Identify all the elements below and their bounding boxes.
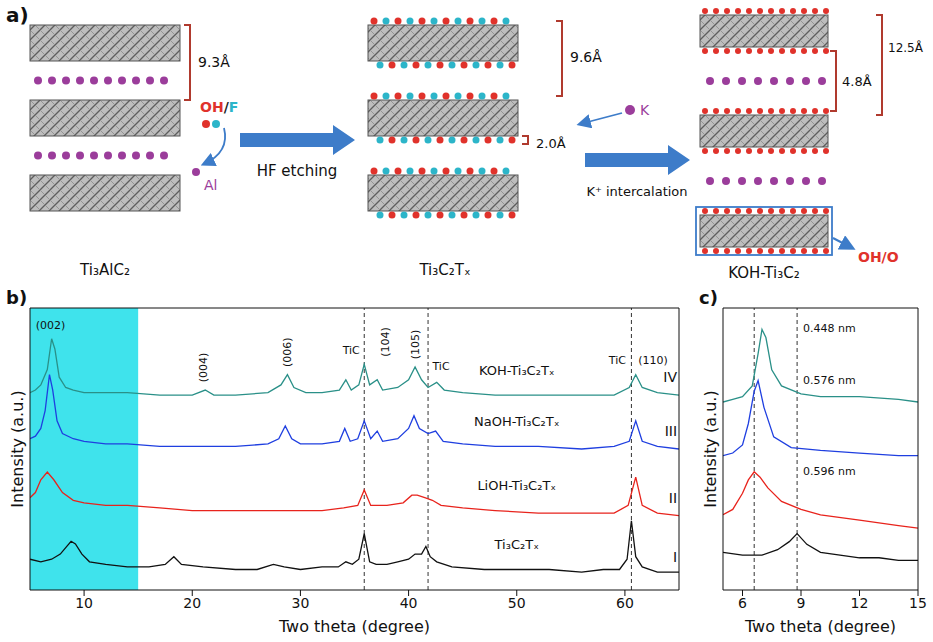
svg-text:KOH-Ti₃C₂Tₓ: KOH-Ti₃C₂Tₓ xyxy=(479,363,555,378)
svg-text:Intensity (a.u.): Intensity (a.u.) xyxy=(701,390,720,507)
svg-text:Ti₃AlC₂: Ti₃AlC₂ xyxy=(79,261,130,279)
svg-text:Ti₃C₂Tₓ: Ti₃C₂Tₓ xyxy=(418,261,470,279)
svg-text:I: I xyxy=(673,549,677,565)
svg-text:TiC: TiC xyxy=(608,354,626,367)
svg-text:12.5Å: 12.5Å xyxy=(888,40,924,55)
svg-text:0.448 nm: 0.448 nm xyxy=(803,322,856,335)
svg-text:2.0Å: 2.0Å xyxy=(536,136,566,151)
svg-text:0.576 nm: 0.576 nm xyxy=(803,374,856,387)
svg-text:a): a) xyxy=(6,3,29,27)
svg-text:(002): (002) xyxy=(36,319,66,332)
svg-text:Al: Al xyxy=(204,177,217,193)
svg-text:(004): (004) xyxy=(197,353,210,383)
svg-text:12: 12 xyxy=(851,595,869,611)
svg-text:15: 15 xyxy=(909,595,927,611)
svg-text:4.8Å: 4.8Å xyxy=(842,74,872,89)
svg-text:OH/O: OH/O xyxy=(858,249,899,265)
svg-text:6: 6 xyxy=(738,595,747,611)
svg-text:9: 9 xyxy=(797,595,806,611)
svg-text:II: II xyxy=(669,490,677,506)
svg-text:50: 50 xyxy=(508,595,526,611)
svg-text:TiC: TiC xyxy=(431,360,449,373)
svg-text:40: 40 xyxy=(400,595,418,611)
svg-text:(110): (110) xyxy=(638,354,668,367)
svg-text:Two theta (degree): Two theta (degree) xyxy=(278,617,430,636)
svg-text:OH/F: OH/F xyxy=(200,99,238,115)
svg-text:9.3Å: 9.3Å xyxy=(198,54,230,70)
svg-text:III: III xyxy=(665,423,677,439)
svg-text:NaOH-Ti₃C₂Tₓ: NaOH-Ti₃C₂Tₓ xyxy=(474,414,560,429)
svg-text:KOH-Ti₃C₂: KOH-Ti₃C₂ xyxy=(728,264,800,282)
svg-text:HF etching: HF etching xyxy=(257,162,338,180)
html-text:b): b) xyxy=(6,287,28,308)
html-text:c): c) xyxy=(699,287,718,308)
svg-text:10: 10 xyxy=(75,595,93,611)
svg-text:20: 20 xyxy=(183,595,201,611)
svg-text:(105): (105) xyxy=(409,330,422,360)
svg-text:60: 60 xyxy=(616,595,634,611)
svg-text:K⁺ intercalation: K⁺ intercalation xyxy=(586,184,687,199)
svg-text:Ti₃C₂Tₓ: Ti₃C₂Tₓ xyxy=(494,537,540,552)
svg-text:TiC: TiC xyxy=(342,344,360,357)
svg-text:IV: IV xyxy=(663,369,677,385)
svg-text:0.596 nm: 0.596 nm xyxy=(803,465,856,478)
svg-text:LiOH-Ti₃C₂Tₓ: LiOH-Ti₃C₂Tₓ xyxy=(477,478,556,493)
svg-text:30: 30 xyxy=(292,595,310,611)
svg-text:Intensity (a.u.): Intensity (a.u.) xyxy=(8,390,27,507)
svg-text:K: K xyxy=(640,102,650,118)
svg-text:(104): (104) xyxy=(379,327,392,357)
svg-text:Two theta (degree): Two theta (degree) xyxy=(744,617,896,636)
svg-text:9.6Å: 9.6Å xyxy=(570,49,602,65)
svg-text:(006): (006) xyxy=(281,337,294,367)
